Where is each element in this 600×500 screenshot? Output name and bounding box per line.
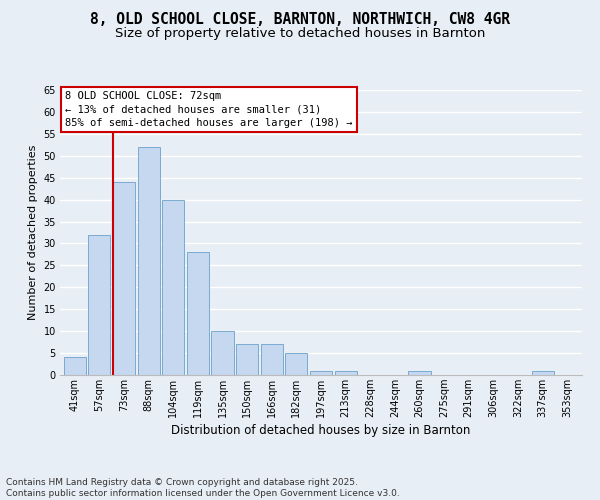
Bar bbox=[64, 358, 86, 375]
Bar bbox=[236, 344, 258, 375]
Text: Contains HM Land Registry data © Crown copyright and database right 2025.
Contai: Contains HM Land Registry data © Crown c… bbox=[6, 478, 400, 498]
Bar bbox=[285, 353, 307, 375]
Bar bbox=[211, 331, 233, 375]
X-axis label: Distribution of detached houses by size in Barnton: Distribution of detached houses by size … bbox=[172, 424, 470, 437]
Bar bbox=[335, 370, 357, 375]
Bar bbox=[162, 200, 184, 375]
Bar bbox=[260, 344, 283, 375]
Bar bbox=[88, 234, 110, 375]
Text: Size of property relative to detached houses in Barnton: Size of property relative to detached ho… bbox=[115, 28, 485, 40]
Bar bbox=[113, 182, 135, 375]
Y-axis label: Number of detached properties: Number of detached properties bbox=[28, 145, 38, 320]
Bar bbox=[409, 370, 431, 375]
Bar bbox=[532, 370, 554, 375]
Bar bbox=[137, 147, 160, 375]
Bar bbox=[310, 370, 332, 375]
Text: 8, OLD SCHOOL CLOSE, BARNTON, NORTHWICH, CW8 4GR: 8, OLD SCHOOL CLOSE, BARNTON, NORTHWICH,… bbox=[90, 12, 510, 28]
Bar bbox=[187, 252, 209, 375]
Text: 8 OLD SCHOOL CLOSE: 72sqm
← 13% of detached houses are smaller (31)
85% of semi-: 8 OLD SCHOOL CLOSE: 72sqm ← 13% of detac… bbox=[65, 92, 353, 128]
